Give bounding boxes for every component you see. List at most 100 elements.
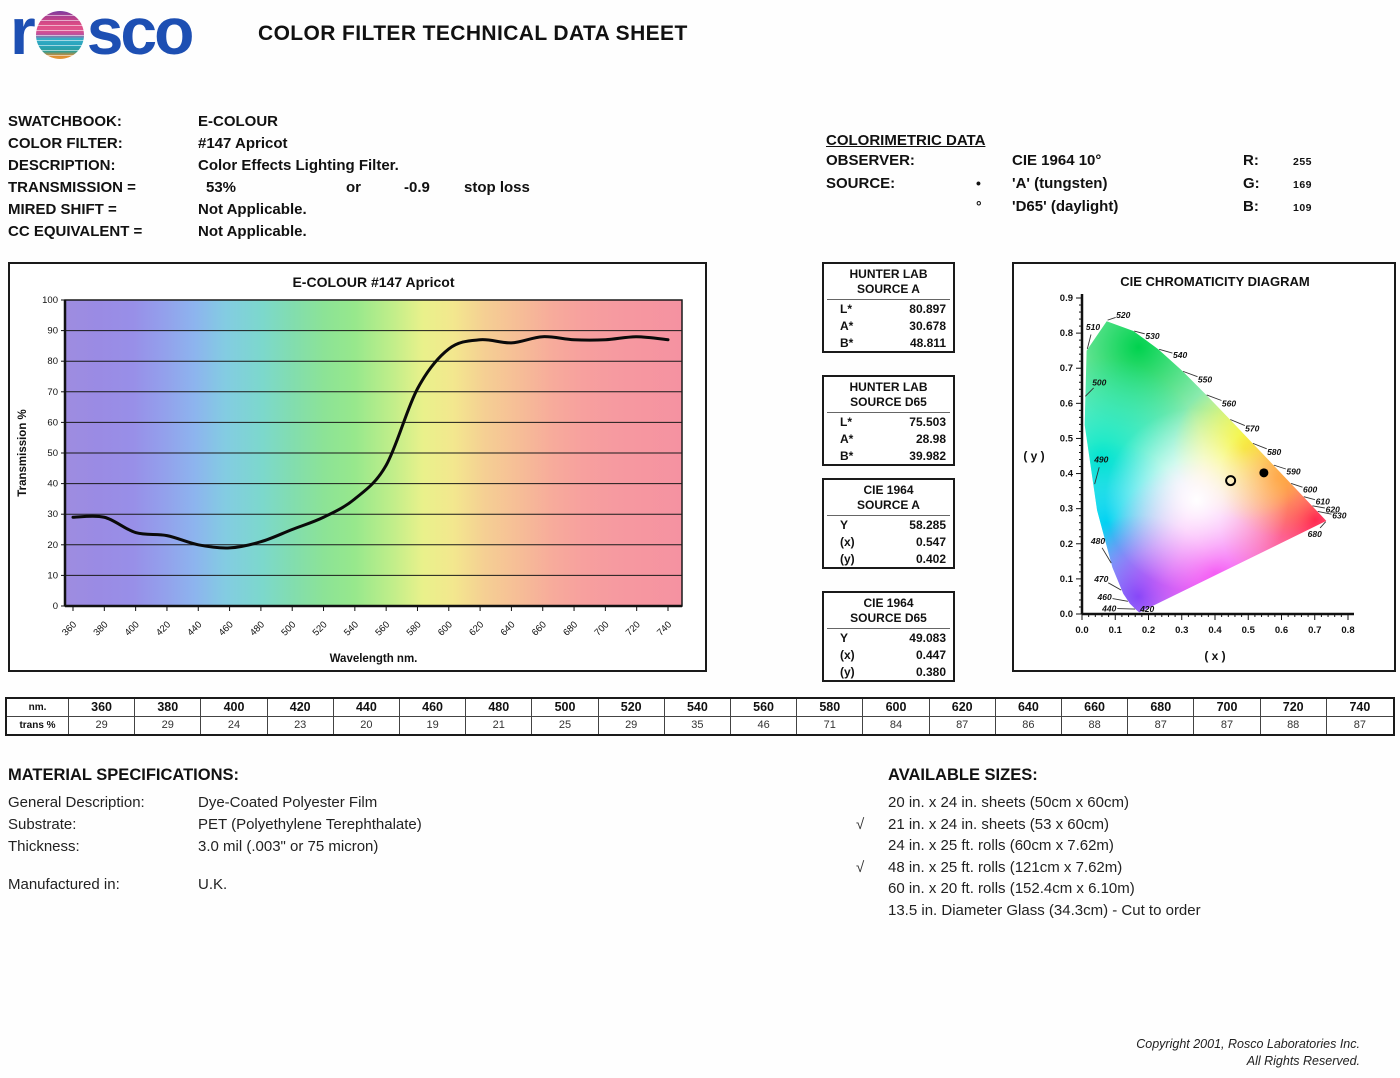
green-value: 169: [1293, 179, 1313, 191]
x-tick-label: 0.5: [1242, 625, 1256, 636]
red-value: 255: [1293, 156, 1313, 168]
color-filter-label: COLOR FILTER:: [8, 135, 123, 152]
lab-table-row: Y 49.083: [824, 630, 953, 647]
wavelength-tick: [1317, 511, 1332, 515]
y-tick-label: 0.9: [1060, 293, 1073, 304]
x-tick-label: 0.0: [1075, 625, 1088, 636]
lab-table-title: CIE 1964: [863, 596, 914, 610]
wavelength-label: 510: [1086, 322, 1100, 332]
y-tick-label: 30: [47, 509, 58, 520]
wavelength-label: 530: [1145, 331, 1159, 341]
wavelength-tick: [1273, 464, 1286, 470]
wavelength-label: 440: [1101, 603, 1116, 613]
logo-letters-sco: sco: [86, 0, 195, 68]
lab-row-value: 39.982: [909, 449, 946, 463]
x-tick-label: 460: [217, 619, 236, 638]
y-tick-label: 40: [47, 479, 58, 490]
lab-table-title: CIE 1964: [863, 483, 914, 497]
nm-value: 700: [1194, 699, 1261, 717]
wavelength-table: nm. 360 380 400 420 440 460 480 500 520 540 560 580 6…: [5, 697, 1395, 736]
size-label: 13.5 in. Diameter Glass (34.3cm) - Cut t…: [888, 901, 1201, 919]
y-tick-label: 90: [47, 326, 58, 337]
mired-label: MIRED SHIFT =: [8, 201, 117, 218]
trans-value: 84: [863, 717, 930, 734]
trans-value: 25: [532, 717, 599, 734]
lab-row-label: (x): [840, 535, 855, 549]
nm-value: 520: [598, 699, 665, 717]
wavelength-tick: [1159, 348, 1173, 354]
nm-value: 720: [1260, 699, 1327, 717]
x-tick-label: 740: [655, 619, 674, 638]
nm-value: 440: [333, 699, 400, 717]
wavelength-tick: [1094, 467, 1100, 485]
x-tick-label: 400: [123, 619, 142, 638]
observer-row: OBSERVER: CIE 1964 10° R: 255: [826, 152, 1312, 175]
lab-table-row: (x) 0.447: [824, 647, 953, 664]
color-filter-row: COLOR FILTER: #147 Apricot: [8, 135, 530, 157]
wavelength-label: 540: [1173, 350, 1187, 360]
trans-header: trans %: [7, 717, 69, 734]
lab-row-value: 49.083: [909, 631, 946, 645]
lab-row-label: (x): [840, 648, 855, 662]
lab-table: CIE 1964 SOURCE D65 Y 49.083 (x) 0.447 (y) 0.…: [822, 591, 955, 682]
x-tick-label: 380: [91, 619, 110, 638]
trans-value: 29: [69, 717, 136, 734]
y-tick-label: 0.2: [1060, 539, 1073, 550]
description-value: Color Effects Lighting Filter.: [198, 157, 399, 174]
size-item: √ 21 in. x 24 in. sheets (53 x 60cm): [854, 814, 1201, 836]
y-tick-label: 0.0: [1060, 609, 1073, 620]
lab-table-title: HUNTER LAB: [849, 380, 928, 394]
lab-row-label: A*: [840, 432, 854, 446]
observer-label: OBSERVER:: [826, 152, 915, 169]
lab-table-row: (x) 0.547: [824, 534, 953, 551]
x-tick-label: 700: [592, 619, 611, 638]
lab-table-row: Y 58.285: [824, 517, 953, 534]
lab-row-value: 48.811: [909, 336, 946, 350]
lab-table: HUNTER LAB SOURCE D65 L* 75.503 A* 28.98 B* 3…: [822, 375, 955, 466]
wavelength-tick: [1085, 387, 1094, 397]
stop-loss-word: stop loss: [464, 179, 530, 196]
nm-value: 540: [664, 699, 731, 717]
trans-value: 86: [996, 717, 1062, 734]
size-item: √ 48 in. x 25 ft. rolls (121cm x 7.62m): [854, 857, 1201, 879]
x-tick-label: 600: [436, 619, 455, 638]
y-axis-label: Transmission %: [17, 409, 29, 497]
thickness-label: Thickness:: [8, 838, 80, 855]
x-tick-label: 0.4: [1208, 625, 1222, 636]
lab-row-label: (y): [840, 552, 855, 566]
thickness-value: 3.0 mil (.003" or 75 micron): [198, 838, 379, 855]
substrate-row: Substrate: PET (Polyethylene Terephthala…: [8, 814, 422, 836]
colorimetric-heading: COLORIMETRIC DATA: [826, 132, 986, 149]
trans-value: 88: [1261, 717, 1327, 734]
size-checkmark: [854, 792, 888, 814]
material-specifications: MATERIAL SPECIFICATIONS: General Descrip…: [8, 766, 422, 896]
cc-value: Not Applicable.: [198, 223, 307, 240]
green-label: G:: [1243, 175, 1260, 192]
blue-label: B:: [1243, 198, 1259, 215]
wavelength-tick: [1107, 316, 1116, 321]
wavelength-tick: [1230, 419, 1246, 426]
x-tick-label: 660: [530, 619, 549, 638]
wavelength-label: 550: [1198, 374, 1212, 384]
wavelength-label: 470: [1093, 574, 1108, 584]
size-label: 60 in. x 20 ft. rolls (152.4cm x 6.10m): [888, 880, 1135, 897]
lab-row-value: 0.547: [915, 535, 946, 549]
chart-title: CIE CHROMATICITY DIAGRAM: [1120, 274, 1309, 289]
cc-label: CC EQUIVALENT =: [8, 223, 143, 240]
trans-value: 21: [466, 717, 533, 734]
substrate-value: PET (Polyethylene Terephthalate): [198, 816, 422, 833]
filter-info: SWATCHBOOK: E-COLOUR COLOR FILTER: #147 …: [8, 113, 530, 245]
x-tick-label: 0.6: [1275, 625, 1288, 636]
transmission-chart-svg: E-COLOUR #147 Apricot 0 10 20 30 40 50 60 70 80 90…: [17, 274, 683, 665]
x-tick-label: 680: [561, 619, 580, 638]
y-tick-label: 0.4: [1060, 469, 1074, 480]
wavelength-label: 580: [1267, 447, 1281, 457]
x-axis-label: Wavelength nm.: [330, 653, 418, 665]
nm-value: 620: [929, 699, 996, 717]
x-tick-label: 360: [60, 619, 79, 638]
nm-value: 420: [267, 699, 334, 717]
size-label: 24 in. x 25 ft. rolls (60cm x 7.62m): [888, 837, 1114, 854]
trans-value: 29: [135, 717, 202, 734]
lab-row-value: 28.98: [915, 432, 946, 446]
nm-value: 480: [466, 699, 533, 717]
